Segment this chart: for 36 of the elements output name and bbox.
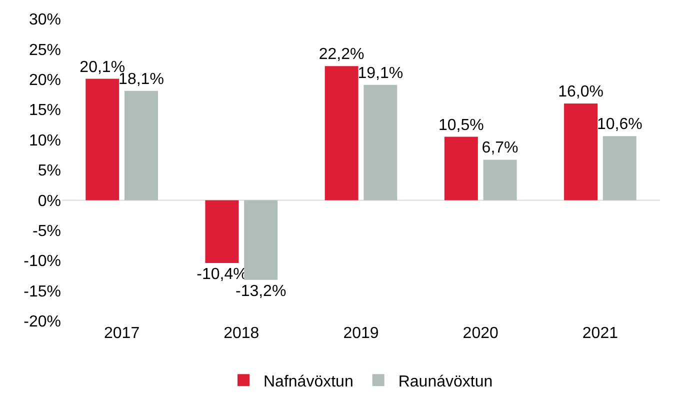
y-tick-label: -20%	[24, 314, 61, 331]
data-label: 10,6%	[596, 116, 642, 134]
y-tick-label: 0%	[38, 192, 61, 210]
y-tick-label: 10%	[28, 132, 61, 150]
x-tick-label: 2017	[104, 325, 140, 342]
data-label: 6,7%	[482, 140, 518, 157]
data-label: 19,1%	[358, 64, 404, 82]
y-tick-label: 5%	[38, 162, 61, 180]
bar	[364, 84, 398, 200]
legend-label: Nafnávöxtun	[264, 373, 354, 390]
y-tick-label: -10%	[24, 253, 61, 270]
y-tick-label: 25%	[28, 42, 61, 59]
bar	[483, 160, 517, 200]
data-label: 10,5%	[438, 116, 484, 134]
bar	[602, 136, 636, 200]
x-tick-label: 2018	[224, 325, 260, 342]
data-label: 18,1%	[118, 70, 164, 88]
legend-label: Raunávöxtun	[398, 373, 493, 390]
x-tick-label: 2021	[582, 325, 618, 342]
bar	[324, 66, 358, 200]
y-tick-label: 30%	[28, 12, 61, 29]
bar	[86, 78, 120, 200]
bar	[205, 200, 239, 264]
data-label: 16,0%	[558, 84, 604, 101]
x-tick-label: 2020	[462, 325, 498, 342]
y-tick-label: -15%	[24, 283, 61, 300]
bar	[444, 136, 478, 200]
bar	[244, 200, 278, 280]
bar	[564, 104, 598, 200]
y-tick-label: 15%	[28, 102, 61, 120]
x-tick-label: 2019	[343, 325, 379, 342]
data-label: -13,2%	[235, 282, 286, 300]
y-tick-label: -5%	[32, 223, 61, 240]
y-tick-label: 20%	[28, 72, 61, 89]
data-label: 22,2%	[318, 46, 364, 64]
bar	[124, 90, 158, 200]
